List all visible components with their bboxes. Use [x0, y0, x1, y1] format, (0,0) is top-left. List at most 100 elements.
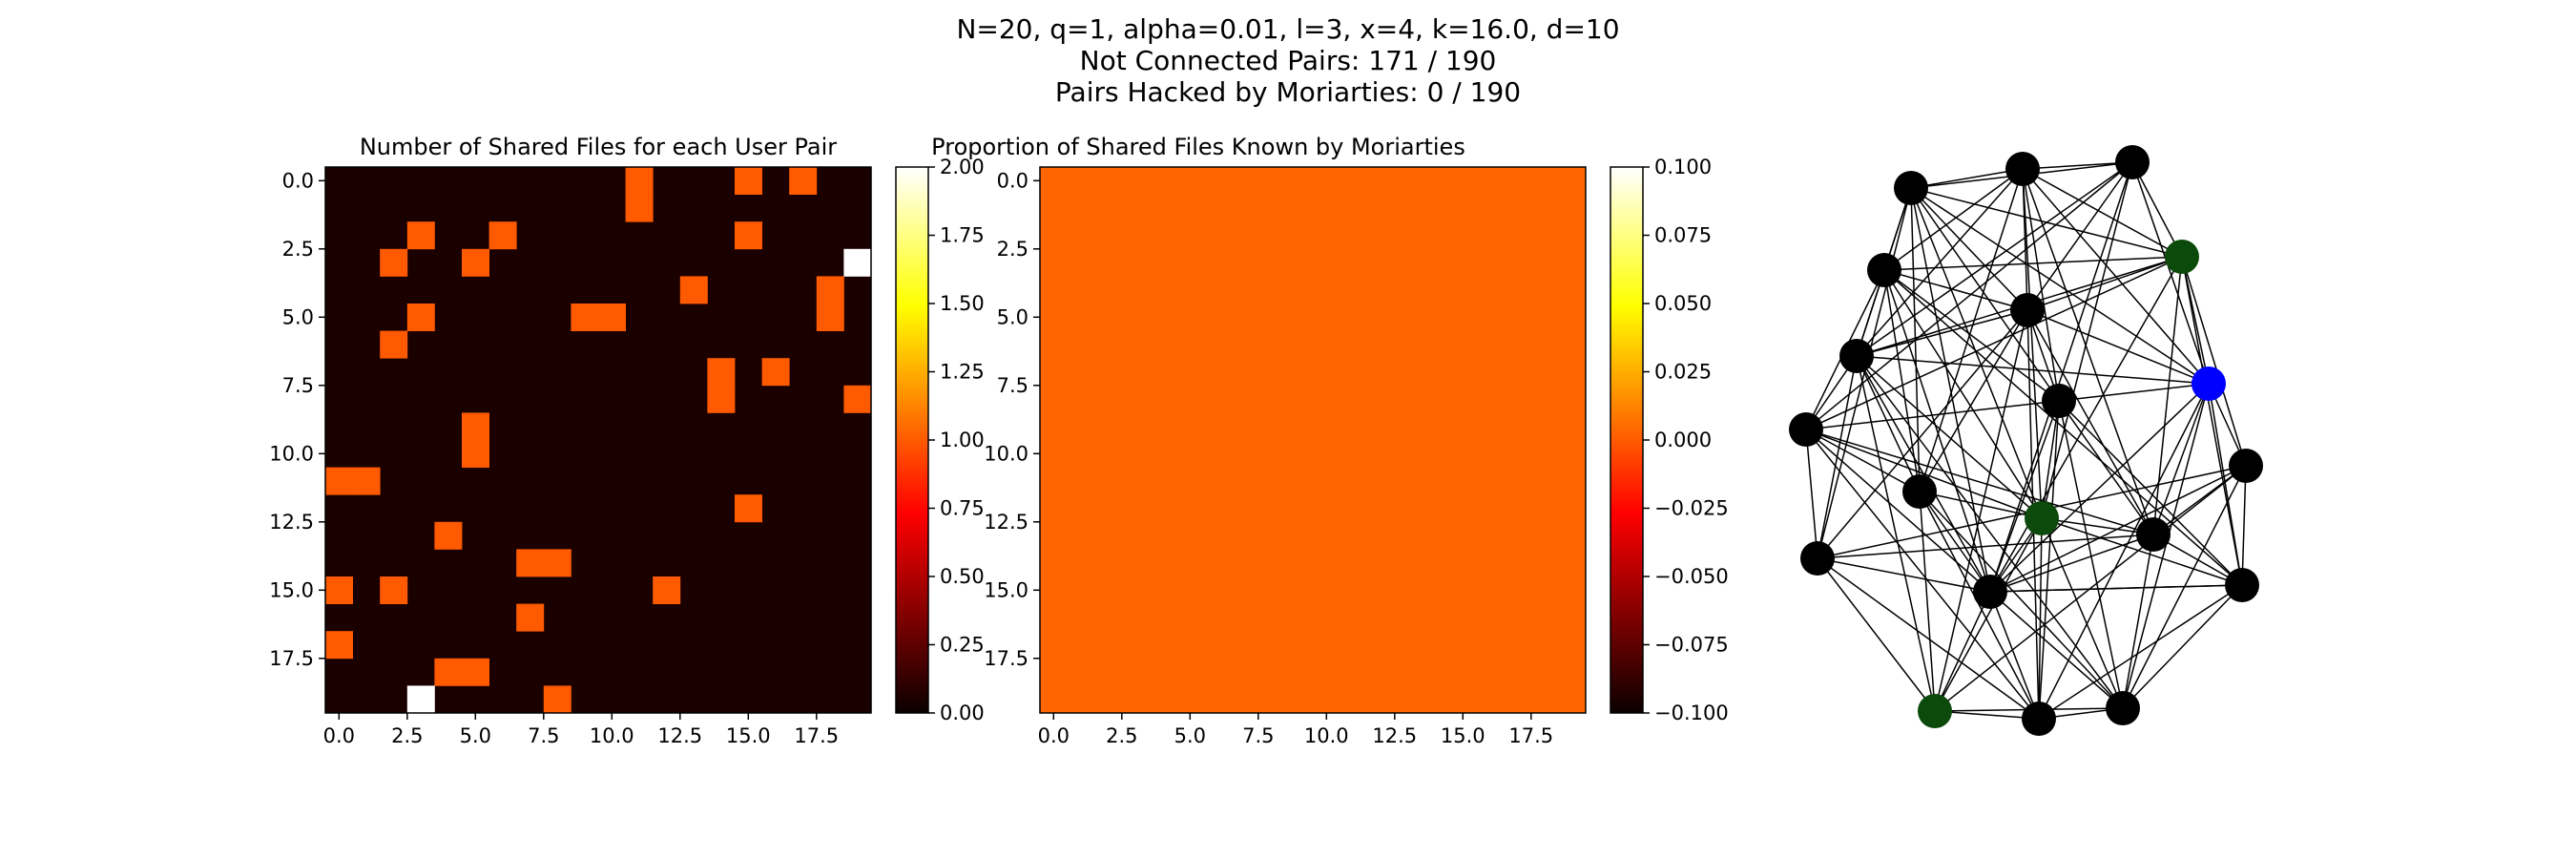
colorbar-2-tick-label: −0.050	[1654, 565, 1729, 588]
colorbar-1-ticks: 0.00 0.25 0.50 0.75 1.00 1.25 1.50 1.75 2.00	[928, 156, 985, 724]
heatmap-2-x-tick-label: 10.0	[1304, 724, 1349, 747]
heatmap-2-y-tick-label: 5.0	[997, 305, 1028, 328]
network-edge	[1910, 187, 2043, 519]
network-edge	[1817, 534, 2154, 559]
heatmap-1-y-tick-label: 2.5	[282, 238, 314, 261]
heatmap-1-y-tick-label: 12.5	[269, 511, 314, 534]
network-edge	[2181, 256, 2243, 586]
heatmap-1-cell	[625, 194, 654, 222]
heatmap-1-cell	[598, 304, 626, 331]
network-edge	[1989, 161, 2133, 593]
heatmap-1-title: Number of Shared Files for each User Pai…	[360, 134, 837, 160]
network-edge	[2038, 584, 2243, 720]
network-edge	[1883, 269, 1921, 492]
colorbar-2-tick-label: 0.075	[1654, 224, 1712, 247]
network-edge	[1910, 168, 2024, 189]
heatmap-1-cell	[380, 330, 408, 359]
heatmap-1-cell	[380, 248, 408, 277]
colorbar-1-tick-label: 0.00	[940, 702, 985, 724]
heatmap-1-cell	[625, 167, 654, 195]
colorbar-2-tick-label: 0.050	[1654, 292, 1712, 315]
colorbar-1-tick-label: 2.00	[940, 156, 985, 178]
heatmap-1-cell	[843, 248, 872, 277]
network-edge	[1805, 400, 2060, 430]
network-edge	[1919, 491, 2040, 720]
network-edge	[2058, 400, 2124, 709]
network-node	[2042, 384, 2076, 418]
heatmap-1-x-tick-label: 2.5	[391, 724, 423, 747]
colorbar-1-tick-label: 0.25	[940, 634, 985, 657]
network-edge	[1919, 491, 1991, 593]
heatmap-1-cell	[516, 603, 545, 632]
heatmap-2-x-tick-label: 12.5	[1372, 724, 1417, 747]
heatmap-1-cell	[816, 276, 844, 304]
network-edge	[2038, 517, 2043, 720]
network-node	[1789, 412, 1823, 447]
figure-title-line-2: Not Connected Pairs: 171 / 190	[1080, 45, 1497, 76]
network-edge	[2022, 168, 2060, 402]
heatmap-1-x-tick-label: 5.0	[460, 724, 491, 747]
heatmap-2-x-tick-label: 17.5	[1508, 724, 1553, 747]
network-edge	[2026, 256, 2183, 311]
network-edge	[2131, 161, 2183, 258]
network-edge	[2122, 584, 2243, 709]
heatmap-1-cell	[406, 685, 435, 714]
network-node	[2005, 152, 2040, 186]
network-edge	[1856, 309, 2028, 357]
heatmap-2-y-tick-label: 12.5	[984, 511, 1028, 534]
heatmap-2-title: Proportion of Shared Files Known by Mori…	[931, 134, 1465, 160]
network-edge	[1934, 710, 2040, 720]
colorbar-2-ticks: −0.100 −0.075 −0.050 −0.025 0.000 0.025 0.050 0…	[1643, 156, 1729, 724]
heatmap-1-cell	[462, 440, 489, 468]
network-edge	[1989, 383, 2210, 593]
colorbar-2-tick-label: 0.025	[1654, 361, 1712, 384]
heatmap-1-cell	[735, 167, 762, 195]
network-edge	[2022, 161, 2133, 170]
network-edge	[2058, 383, 2210, 402]
heatmap-1-cell	[406, 304, 435, 331]
network-edge	[2122, 534, 2154, 709]
network-edge	[2041, 161, 2133, 519]
heatmap-2-x-tick-label: 0.0	[1038, 724, 1070, 747]
network-edge	[2022, 168, 2043, 519]
network-edge	[2026, 309, 2210, 385]
network-edge	[1919, 491, 1936, 712]
network-node	[2115, 145, 2150, 179]
heatmap-1-cell	[325, 467, 353, 495]
network-edge	[1989, 591, 2124, 709]
colorbar-1-tick-label: 0.50	[940, 565, 985, 588]
heatmap-1-cell	[761, 358, 790, 387]
network-edge	[2022, 168, 2183, 258]
heatmap-1-x-tick-label: 7.5	[528, 724, 559, 747]
heatmap-1-cell	[434, 521, 463, 550]
heatmap-2-panel: Proportion of Shared Files Known by Mori…	[931, 134, 1587, 747]
network-edge	[1989, 256, 2183, 593]
network-graph	[1789, 145, 2263, 736]
figure-title: N=20, q=1, alpha=0.01, l=3, x=4, k=16.0,…	[956, 13, 1619, 108]
network-edge	[1989, 465, 2247, 593]
network-node	[1894, 171, 1928, 205]
heatmap-1-y-tick-label: 15.0	[269, 578, 314, 601]
heatmap-2-x-tick-label: 7.5	[1242, 724, 1274, 747]
network-edge	[2026, 309, 2154, 535]
heatmap-2-fill	[1040, 167, 1586, 713]
colorbar-2: −0.100 −0.075 −0.050 −0.025 0.000 0.025 0.050 0…	[1610, 156, 1729, 724]
heatmap-1-x-tick-label: 10.0	[590, 724, 634, 747]
heatmap-1-cell	[406, 221, 435, 250]
network-edge	[1883, 168, 2024, 271]
network-node	[1800, 541, 1835, 576]
colorbar-1-tick-label: 1.75	[940, 224, 985, 247]
network-edge	[1910, 187, 2210, 385]
network-edge	[1934, 517, 2043, 712]
network-node	[2106, 691, 2140, 725]
heatmap-1-cell	[434, 658, 463, 686]
heatmap-1-cell	[653, 576, 681, 604]
network-edge	[1805, 256, 2183, 430]
heatmap-2-y-ticks: 0.0 2.5 5.0 7.5 10.0 12.5 15.0 17.5	[984, 169, 1040, 670]
network-edge	[2041, 517, 2154, 535]
network-node	[1839, 339, 1874, 373]
network-edge	[1989, 584, 2243, 593]
heatmap-1-x-ticks: 0.0 2.5 5.0 7.5 10.0 12.5 15.0 17.5	[323, 713, 839, 747]
network-node	[2022, 702, 2056, 736]
